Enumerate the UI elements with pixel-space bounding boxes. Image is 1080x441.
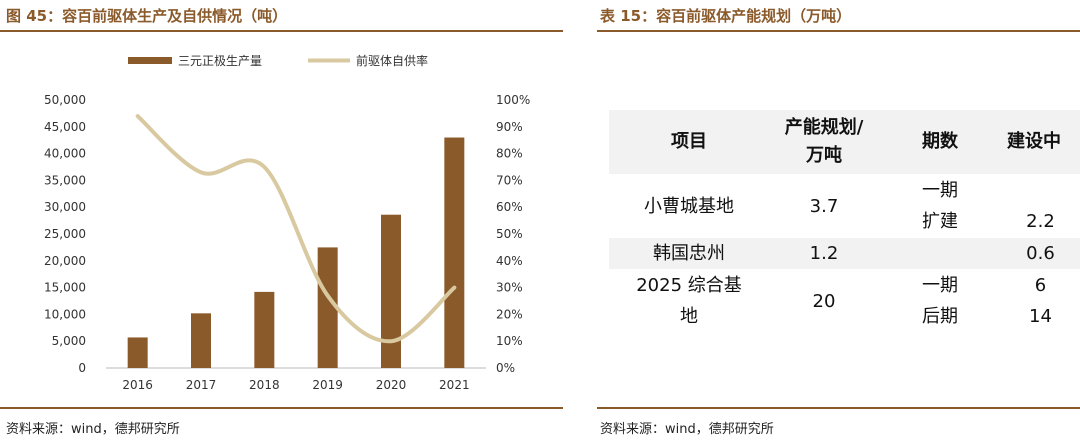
- building-value: 2.2: [1026, 211, 1055, 232]
- series-line: [135, 114, 457, 344]
- cell-capacity: 3.7: [809, 195, 839, 217]
- x-tick-label: 2020: [376, 378, 407, 392]
- header-project: 项目: [671, 131, 707, 152]
- chart-title: 图 45：容百前驱体生产及自供情况（吨）: [6, 7, 288, 25]
- y-left-tick-label: 5,000: [52, 334, 86, 348]
- table-source: 资料来源：wind，德邦研究所: [600, 422, 774, 437]
- building-value: 14: [1029, 306, 1052, 327]
- header-phase: 期数: [922, 131, 958, 152]
- phase-line: 一期: [922, 275, 958, 296]
- phase-line: 扩建: [922, 211, 958, 232]
- y-left-tick-label: 30,000: [44, 200, 86, 214]
- x-tick-label: 2018: [249, 378, 280, 392]
- y-right-tick-label: 90%: [496, 120, 523, 134]
- bar: [254, 291, 275, 368]
- cell-phase: 一期 扩建: [879, 174, 1001, 238]
- cell-project: 韩国忠州: [653, 243, 725, 264]
- x-tick-label: 2017: [186, 378, 217, 392]
- title-rule: [0, 30, 563, 32]
- cell-phase: 一期 后期: [879, 269, 1001, 333]
- y-right-tick-label: 100%: [496, 93, 530, 107]
- header-capacity-text: 产能规划/万吨: [784, 117, 864, 166]
- table-title: 表 15：容百前驱体产能规划（万吨）: [600, 7, 852, 25]
- table-panel: 表 15：容百前驱体产能规划（万吨） 项目 产能规划/万吨 期数 建设中 小曹城…: [597, 0, 1080, 441]
- title-rule: [597, 30, 1080, 32]
- cell-phase: [879, 238, 1001, 269]
- y-right-tick-label: 20%: [496, 307, 523, 321]
- y-left-tick-label: 25,000: [44, 227, 86, 241]
- bar: [444, 137, 465, 368]
- y-left-tick-label: 50,000: [44, 93, 86, 107]
- legend-label: 前驱体自供率: [356, 53, 428, 68]
- y-left-tick-label: 40,000: [44, 147, 86, 161]
- bar: [317, 247, 338, 368]
- y-right-tick-label: 50%: [496, 227, 523, 241]
- bar: [127, 337, 148, 368]
- combo-chart: 0 5,000 10,000 15,000 20,000 25,000 30,000 35,0…: [44, 53, 530, 392]
- chart-panel: 图 45：容百前驱体生产及自供情况（吨） 0 5,000 10,000 15,000 2…: [0, 7, 563, 437]
- y-right-tick-label: 10%: [496, 334, 523, 348]
- y-right-tick-label: 70%: [496, 173, 523, 187]
- legend-label: 三元正极生产量: [178, 54, 262, 68]
- source-rule: [597, 407, 1080, 409]
- table-row: 小曹城基地 3.7 一期 扩建 2.2: [609, 174, 1080, 238]
- table-header-row: 项目 产能规划/万吨 期数 建设中: [609, 110, 1080, 174]
- header-capacity: 产能规划/万吨: [769, 110, 879, 174]
- y-left-tick-label: 20,000: [44, 254, 86, 268]
- y-right-tick-label: 30%: [496, 281, 523, 295]
- bar: [191, 313, 211, 368]
- y-left-tick-label: 15,000: [44, 281, 86, 295]
- cell-project: 2025 综合基地: [609, 269, 769, 333]
- phase-line: 后期: [922, 306, 958, 327]
- cell-building: 0.6: [1026, 243, 1055, 264]
- header-building: 建设中: [1007, 131, 1061, 152]
- bar: [381, 214, 401, 368]
- cell-building: 6 14: [1001, 269, 1080, 333]
- table-row: 韩国忠州 1.2 0.6: [609, 238, 1080, 269]
- legend-swatch-bar: [128, 57, 172, 64]
- capacity-table: 项目 产能规划/万吨 期数 建设中 小曹城基地 3.7 一期 扩建 2.2: [609, 110, 1080, 333]
- x-tick-label: 2016: [122, 378, 153, 392]
- y-right-tick-label: 40%: [496, 254, 523, 268]
- x-tick-label: 2019: [312, 378, 343, 392]
- y-left-tick-label: 45,000: [44, 120, 86, 134]
- source-rule: [0, 407, 563, 409]
- x-tick-label: 2021: [439, 378, 470, 392]
- y-left-tick-label: 35,000: [44, 173, 86, 187]
- cell-building: 2.2: [1001, 174, 1080, 238]
- phase-line: 一期: [922, 180, 958, 201]
- table-row: 2025 综合基地 20 一期 后期 6 14: [609, 269, 1080, 333]
- building-value: 6: [1034, 275, 1047, 296]
- chart-source: 资料来源：wind，德邦研究所: [6, 422, 180, 437]
- cell-capacity: 1.2: [809, 243, 839, 264]
- y-right-tick-label: 0%: [496, 361, 515, 375]
- y-right-tick-label: 60%: [496, 200, 523, 214]
- y-left-tick-label: 0: [78, 361, 86, 375]
- cell-capacity: 20: [812, 290, 836, 312]
- project-text: 2025 综合基地: [636, 275, 742, 327]
- cell-project: 小曹城基地: [644, 195, 734, 217]
- y-right-tick-label: 80%: [496, 147, 523, 161]
- y-left-tick-label: 10,000: [44, 307, 86, 321]
